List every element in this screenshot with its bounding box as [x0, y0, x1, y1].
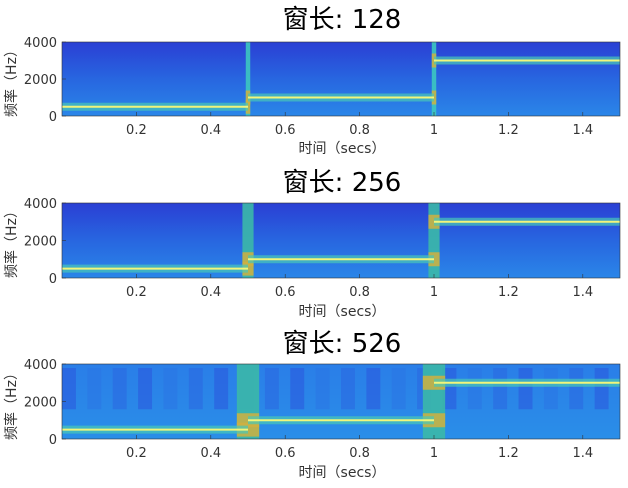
- subplot-3-xticks: 0.2 0.4 0.6 0.8 1 1.2 1.4: [126, 435, 593, 461]
- x-tick-label: 1: [430, 123, 438, 138]
- subplot-2-xticks: 0.2 0.4 0.6 0.8 1 1.2 1.4: [126, 274, 593, 300]
- subplot-3-title: 窗长: 526: [283, 329, 402, 359]
- x-tick-label: 1.2: [498, 123, 519, 138]
- spectrogram-texture-block: [87, 368, 102, 410]
- subplot-2-plot-area: [61, 202, 621, 279]
- subplot-3: 窗长: 526 0.2 0.4 0.6 0.8 1 1.2 1.4 0 2000 4000 时间…: [3, 329, 621, 481]
- subplot-3-xlabel: 时间（secs）: [299, 465, 386, 481]
- y-tick-label: 4000: [24, 36, 57, 51]
- spectrogram-texture-block: [366, 368, 381, 410]
- spectrogram-texture-block: [543, 368, 558, 410]
- transition-band-2: [422, 364, 446, 439]
- x-tick-label: 1.2: [498, 446, 519, 461]
- spectrogram-texture-block: [62, 368, 76, 410]
- subplot-1-plot-area: [61, 41, 621, 117]
- subplot-2-title: 窗长: 256: [283, 168, 402, 198]
- subplot-2-ylabel: 频率（Hz）: [3, 204, 20, 278]
- spectrogram-texture-block: [391, 368, 406, 410]
- spectrogram-texture-block: [163, 368, 178, 410]
- y-tick-label: 0: [49, 272, 57, 287]
- x-tick-label: 1.4: [572, 285, 593, 300]
- subplot-2: 窗长: 256 0.2 0.4 0.6 0.8 1 1.2 1.4 0 2000 4000 时间…: [3, 168, 621, 320]
- subplot-1-yticks: 0 2000 4000: [24, 36, 66, 125]
- subplot-3-ylabel: 频率（Hz）: [3, 366, 20, 440]
- transition-band-1: [245, 42, 251, 116]
- y-tick-label: 2000: [24, 73, 57, 88]
- subplot-3-plot-area: [61, 363, 621, 440]
- x-tick-label: 0.4: [200, 123, 221, 138]
- spectrogram-texture-block: [442, 368, 457, 410]
- subplot-2-yticks: 0 2000 4000: [24, 197, 66, 287]
- y-tick-label: 0: [49, 110, 57, 125]
- spectrogram-texture-block: [569, 368, 584, 410]
- spectrogram-texture-block: [290, 368, 305, 410]
- x-tick-label: 1.4: [572, 446, 593, 461]
- spectrogram-texture-block: [188, 368, 203, 410]
- subplot-1-xticks: 0.2 0.4 0.6 0.8 1 1.2 1.4: [126, 112, 593, 138]
- spectrogram-texture-block: [214, 368, 229, 410]
- x-tick-label: 0.2: [126, 285, 147, 300]
- spectrogram-texture-block: [112, 368, 127, 410]
- spectrogram-texture-block: [341, 368, 355, 410]
- y-tick-label: 0: [49, 433, 57, 448]
- x-tick-label: 1: [430, 446, 438, 461]
- transition-band-2: [428, 203, 440, 278]
- y-tick-label: 4000: [24, 197, 57, 212]
- x-tick-label: 0.4: [200, 285, 221, 300]
- spectrogram-texture-block: [138, 368, 153, 410]
- x-tick-label: 1.4: [572, 123, 593, 138]
- spectrogram-texture-block: [315, 368, 330, 410]
- x-tick-label: 0.6: [275, 123, 296, 138]
- x-tick-label: 0.6: [275, 446, 296, 461]
- spectrogram-texture-block: [594, 368, 609, 410]
- x-tick-label: 0.8: [349, 446, 370, 461]
- subplot-1: 窗长: 128 0.2 0.4 0.6 0.8 1 1.2 1.4 0 2000 4000 时间…: [3, 5, 621, 157]
- x-tick-label: 0.4: [200, 446, 221, 461]
- spectrogram-texture-block: [493, 368, 508, 410]
- subplot-3-yticks: 0 2000 4000: [24, 358, 66, 448]
- y-tick-label: 2000: [24, 235, 57, 250]
- x-tick-label: 1.2: [498, 285, 519, 300]
- y-tick-label: 2000: [24, 396, 57, 411]
- subplot-1-title: 窗长: 128: [283, 5, 402, 35]
- subplot-1-xlabel: 时间（secs）: [299, 141, 386, 157]
- x-tick-label: 0.8: [349, 285, 370, 300]
- x-tick-label: 0.6: [275, 285, 296, 300]
- spectrogram-texture-block: [264, 368, 279, 410]
- x-tick-label: 0.2: [126, 446, 147, 461]
- subplot-1-ylabel: 频率（Hz）: [3, 43, 20, 117]
- spectrogram-texture-block: [467, 368, 482, 410]
- x-tick-label: 0.2: [126, 123, 147, 138]
- transition-band-1: [242, 203, 254, 278]
- subplot-2-xlabel: 时间（secs）: [299, 304, 386, 320]
- spectrogram-texture-block: [518, 368, 533, 410]
- y-tick-label: 4000: [24, 358, 57, 373]
- x-tick-label: 1: [430, 285, 438, 300]
- transition-band-2: [431, 42, 437, 116]
- x-tick-label: 0.8: [349, 123, 370, 138]
